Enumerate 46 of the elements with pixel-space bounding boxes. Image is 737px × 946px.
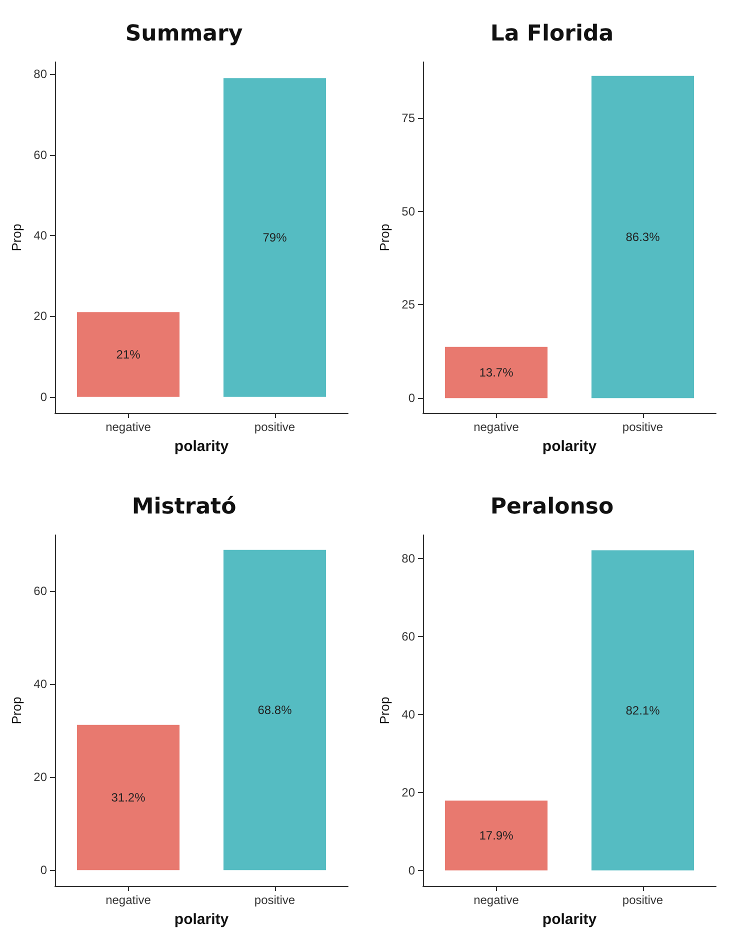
data-label: 13.7% [479, 365, 514, 380]
chart-title: Peralonso [490, 494, 614, 520]
data-label: 86.3% [626, 230, 660, 244]
x-axis-title: polarity [174, 911, 230, 928]
chart-title: La Florida [490, 22, 614, 46]
data-label: 79% [262, 230, 288, 244]
x-tick-label: positive [254, 420, 296, 434]
y-tick-label: 60 [402, 629, 416, 644]
y-tick-label: 40 [34, 228, 48, 242]
y-tick-label: 25 [402, 298, 416, 312]
data-label: 31.2% [111, 790, 146, 805]
y-tick-label: 75 [402, 111, 416, 126]
x-axis-title: polarity [542, 911, 598, 928]
x-tick-label: negative [474, 893, 520, 907]
x-tick-label: positive [622, 893, 664, 907]
x-tick-label: negative [106, 893, 152, 907]
data-label: 21% [116, 348, 141, 362]
y-tick-label: 0 [408, 863, 416, 878]
y-tick-label: 20 [34, 309, 48, 324]
x-tick-label: negative [106, 420, 152, 434]
data-label: 17.9% [479, 828, 514, 842]
y-tick-label: 60 [34, 148, 48, 162]
y-tick-label: 20 [402, 785, 416, 800]
y-axis-title: Prop [8, 696, 24, 724]
y-tick-label: 80 [402, 551, 416, 566]
y-tick-label: 0 [408, 391, 416, 406]
chart-title: Mistrató [132, 494, 236, 520]
y-tick-label: 60 [34, 584, 48, 598]
y-tick-label: 50 [402, 204, 416, 218]
x-axis-title: polarity [174, 438, 230, 455]
chart-title: Summary [125, 22, 243, 46]
x-tick-label: positive [254, 893, 296, 907]
y-tick-label: 80 [34, 67, 48, 82]
y-axis-title: Prop [376, 224, 392, 252]
x-tick-label: negative [474, 420, 520, 434]
data-label: 68.8% [258, 703, 292, 718]
y-tick-label: 40 [34, 676, 48, 691]
x-tick-label: positive [622, 420, 664, 434]
x-axis-title: polarity [542, 438, 598, 455]
y-tick-label: 20 [34, 770, 48, 784]
data-label: 82.1% [626, 703, 660, 718]
y-tick-label: 0 [40, 863, 48, 878]
y-axis-title: Prop [8, 224, 24, 252]
y-tick-label: 0 [40, 390, 48, 404]
y-axis-title: Prop [376, 696, 392, 724]
y-tick-label: 40 [402, 707, 416, 722]
